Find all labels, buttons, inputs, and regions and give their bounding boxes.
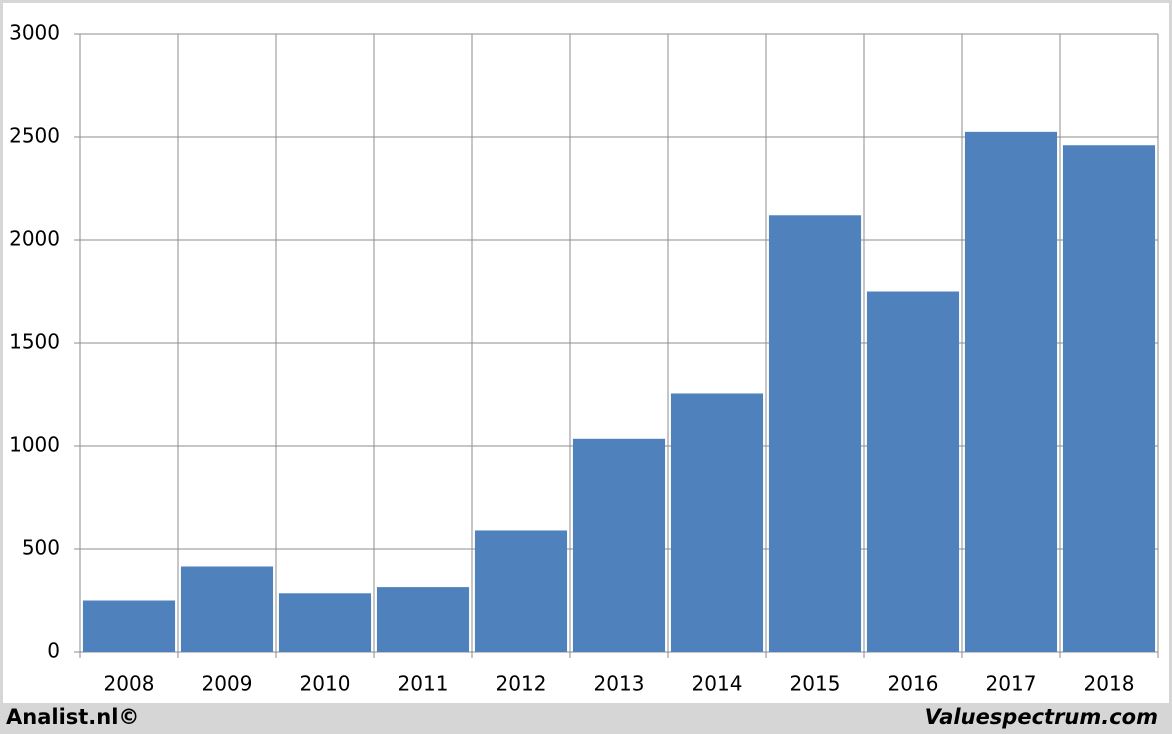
bar [670,393,764,652]
footer-right: Valuespectrum.com [925,705,1158,729]
y-tick-label: 500 [22,536,60,560]
x-tick-label: 2011 [398,672,449,696]
bar [1062,145,1156,653]
x-tick-label: 2008 [104,672,155,696]
bar [866,291,960,652]
y-tick-label: 0 [47,639,60,663]
y-tick-label: 3000 [9,21,60,45]
bar [768,215,862,652]
x-tick-label: 2010 [300,672,351,696]
y-tick-label: 2000 [9,227,60,251]
bar [474,530,568,652]
x-tick-label: 2012 [496,672,547,696]
x-tick-label: 2013 [594,672,645,696]
bar [376,587,470,652]
x-tick-label: 2018 [1084,672,1135,696]
y-tick-label: 2500 [9,124,60,148]
footer-left: Analist.nl© [6,705,139,729]
bar [82,600,176,652]
y-tick-label: 1000 [9,433,60,457]
bar [180,566,274,652]
x-tick-label: 2015 [790,672,841,696]
x-tick-label: 2016 [888,672,939,696]
y-tick-label: 1500 [9,330,60,354]
x-tick-label: 2014 [692,672,743,696]
x-tick-label: 2017 [986,672,1037,696]
bar [964,131,1058,653]
bar [572,438,666,652]
bar [278,593,372,652]
x-tick-label: 2009 [202,672,253,696]
